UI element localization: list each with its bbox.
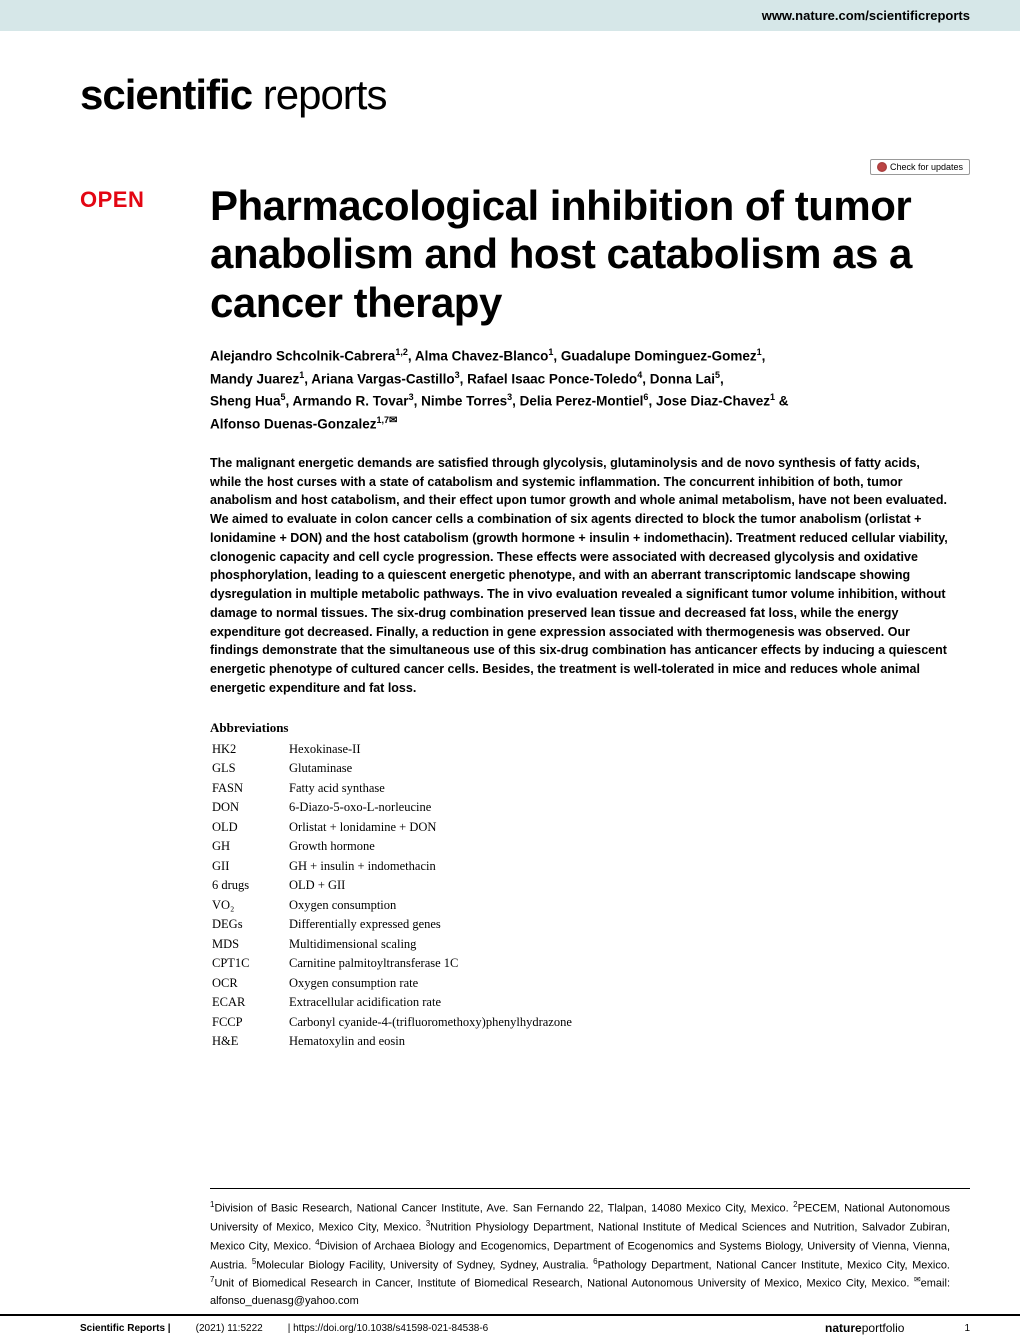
abbr-row: OCROxygen consumption rate bbox=[212, 975, 572, 993]
banner-url[interactable]: www.nature.com/scientificreports bbox=[762, 8, 970, 23]
abbr-key: VO₂ bbox=[212, 897, 287, 915]
open-access-badge: OPEN bbox=[80, 187, 210, 213]
page-number: 1 bbox=[964, 1323, 970, 1334]
abbr-key: GH bbox=[212, 838, 287, 856]
abbr-def: Fatty acid synthase bbox=[289, 780, 572, 798]
journal-logo-light: reports bbox=[252, 71, 386, 118]
abbr-key: MDS bbox=[212, 936, 287, 954]
abbr-key: GII bbox=[212, 858, 287, 876]
abstract: The malignant energetic demands are sati… bbox=[210, 454, 950, 698]
abbr-def: GH + insulin + indomethacin bbox=[289, 858, 572, 876]
author-list: Alejandro Schcolnik-Cabrera1,2, Alma Cha… bbox=[210, 345, 950, 436]
abbr-def: Carnitine palmitoyltransferase 1C bbox=[289, 955, 572, 973]
abbr-key: ECAR bbox=[212, 994, 287, 1012]
page-footer: Scientific Reports | (2021) 11:5222 | ht… bbox=[0, 1314, 1020, 1340]
author-line: Alejandro Schcolnik-Cabrera1,2, Alma Cha… bbox=[210, 345, 950, 368]
abbr-row: GIIGH + insulin + indomethacin bbox=[212, 858, 572, 876]
abbr-def: Hexokinase-II bbox=[289, 741, 572, 759]
abbr-row: GLSGlutaminase bbox=[212, 760, 572, 778]
abbr-def: 6-Diazo-5-oxo-L-norleucine bbox=[289, 799, 572, 817]
abbr-row: FCCPCarbonyl cyanide-4-(trifluoromethoxy… bbox=[212, 1014, 572, 1032]
abbr-def: Oxygen consumption rate bbox=[289, 975, 572, 993]
check-for-updates-button[interactable]: Check for updates bbox=[870, 159, 970, 175]
abbr-key: GLS bbox=[212, 760, 287, 778]
journal-logo: scientific reports bbox=[80, 71, 1020, 119]
abbr-key: DON bbox=[212, 799, 287, 817]
abbr-row: MDSMultidimensional scaling bbox=[212, 936, 572, 954]
abbr-row: H&EHematoxylin and eosin bbox=[212, 1033, 572, 1051]
abbreviations-heading: Abbreviations bbox=[210, 720, 950, 736]
abbr-row: ECARExtracellular acidification rate bbox=[212, 994, 572, 1012]
abbr-row: VO₂Oxygen consumption bbox=[212, 897, 572, 915]
affiliations: 1Division of Basic Research, National Ca… bbox=[210, 1199, 950, 1310]
abbr-row: HK2Hexokinase-II bbox=[212, 741, 572, 759]
footer-journal: Scientific Reports | bbox=[80, 1323, 171, 1334]
abbr-def: Extracellular acidification rate bbox=[289, 994, 572, 1012]
top-banner: www.nature.com/scientificreports bbox=[0, 0, 1020, 31]
abbr-key: 6 drugs bbox=[212, 877, 287, 895]
abbr-def: Differentially expressed genes bbox=[289, 916, 572, 934]
journal-logo-bold: scientific bbox=[80, 71, 252, 118]
author-line: Alfonso Duenas-Gonzalez1,7✉ bbox=[210, 413, 950, 436]
abbr-key: FASN bbox=[212, 780, 287, 798]
author-line: Sheng Hua5, Armando R. Tovar3, Nimbe Tor… bbox=[210, 390, 950, 413]
abbr-row: FASNFatty acid synthase bbox=[212, 780, 572, 798]
abbr-key: H&E bbox=[212, 1033, 287, 1051]
abbr-key: FCCP bbox=[212, 1014, 287, 1032]
article-title: Pharmacological inhibition of tumor anab… bbox=[210, 182, 950, 327]
abbr-def: OLD + GII bbox=[289, 877, 572, 895]
crossmark-icon bbox=[877, 162, 887, 172]
author-line: Mandy Juarez1, Ariana Vargas-Castillo3, … bbox=[210, 368, 950, 391]
abbr-row: 6 drugsOLD + GII bbox=[212, 877, 572, 895]
abbr-def: Growth hormone bbox=[289, 838, 572, 856]
abbr-key: OLD bbox=[212, 819, 287, 837]
abbr-key: DEGs bbox=[212, 916, 287, 934]
abbr-def: Hematoxylin and eosin bbox=[289, 1033, 572, 1051]
abbr-def: Orlistat + lonidamine + DON bbox=[289, 819, 572, 837]
abbr-row: OLDOrlistat + lonidamine + DON bbox=[212, 819, 572, 837]
abbr-row: DON6-Diazo-5-oxo-L-norleucine bbox=[212, 799, 572, 817]
abbr-row: DEGsDifferentially expressed genes bbox=[212, 916, 572, 934]
abbr-key: HK2 bbox=[212, 741, 287, 759]
abbr-row: CPT1CCarnitine palmitoyltransferase 1C bbox=[212, 955, 572, 973]
abbr-def: Carbonyl cyanide-4-(trifluoromethoxy)phe… bbox=[289, 1014, 572, 1032]
check-updates-label: Check for updates bbox=[890, 162, 963, 172]
footer-doi[interactable]: | https://doi.org/10.1038/s41598-021-845… bbox=[288, 1323, 489, 1334]
abbr-key: CPT1C bbox=[212, 955, 287, 973]
abbr-key: OCR bbox=[212, 975, 287, 993]
abbr-row: GHGrowth hormone bbox=[212, 838, 572, 856]
publisher-logo: natureportfolio bbox=[825, 1321, 904, 1335]
abbr-def: Multidimensional scaling bbox=[289, 936, 572, 954]
abbr-def: Oxygen consumption bbox=[289, 897, 572, 915]
abbreviations-table: HK2Hexokinase-IIGLSGlutaminaseFASNFatty … bbox=[210, 739, 574, 1053]
footer-citation: (2021) 11:5222 bbox=[196, 1323, 263, 1334]
abbr-def: Glutaminase bbox=[289, 760, 572, 778]
